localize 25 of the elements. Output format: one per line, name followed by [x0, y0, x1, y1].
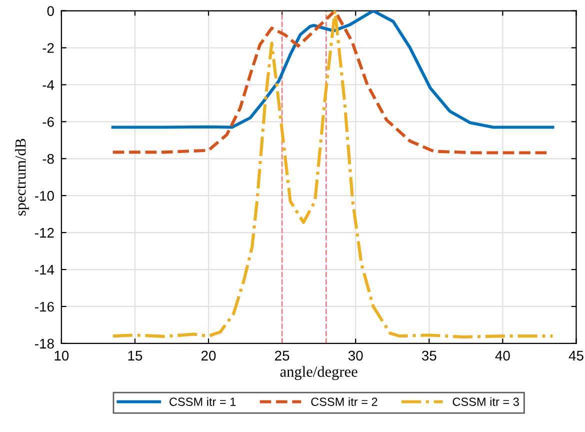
y-tick-label: -18	[35, 338, 54, 349]
line-series	[111, 10, 554, 338]
y-tick-label: 0	[47, 6, 54, 16]
y-tick-label: -4	[42, 80, 54, 90]
x-tick-label: 10	[54, 350, 69, 361]
y-tick-label: -14	[35, 264, 54, 275]
x-tick-label: 30	[348, 350, 363, 361]
y-tick-label: -12	[35, 228, 54, 238]
y-tick-label: -2	[42, 43, 54, 53]
x-tick-label: 20	[201, 350, 216, 361]
x-tick-label: 45	[568, 350, 584, 361]
x-tick-label: 35	[422, 350, 436, 361]
y-tick-label: -10	[35, 190, 54, 201]
x-axis-title: angle/degree	[280, 366, 358, 380]
y-tick-label: -16	[35, 302, 54, 312]
x-tick-label: 25	[275, 350, 290, 361]
x-tick-label: 40	[495, 350, 510, 361]
y-axis-title: spectrum/dB	[15, 138, 29, 216]
line-series	[111, 10, 554, 129]
legend-label: CSSM itr = 2	[311, 397, 378, 406]
y-tick-label: -8	[42, 154, 54, 164]
x-tick-label: 15	[128, 350, 142, 361]
legend-label: CSSM itr = 3	[452, 397, 519, 406]
y-tick-label: -6	[42, 117, 54, 127]
legend-label: CSSM itr = 1	[170, 397, 236, 406]
